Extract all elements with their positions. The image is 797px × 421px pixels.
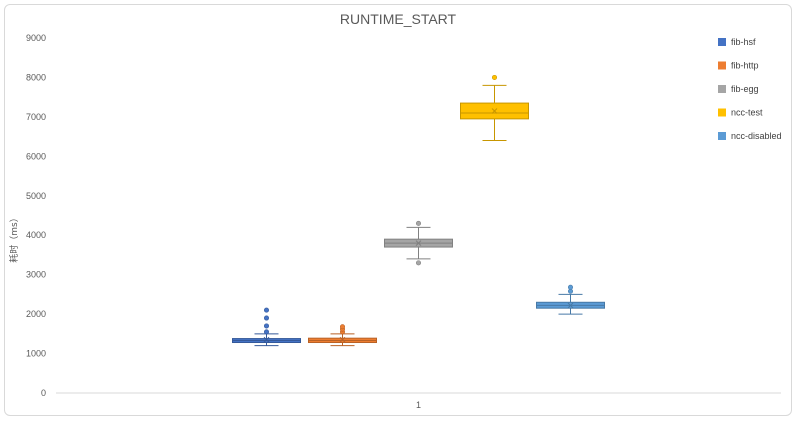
outlier-point xyxy=(263,323,269,329)
box-series-group xyxy=(232,74,605,347)
y-tick-label: 0 xyxy=(41,388,46,398)
outlier-point xyxy=(491,74,497,80)
y-tick-label: 8000 xyxy=(26,72,46,82)
legend-label: fib-egg xyxy=(731,84,759,94)
box-fib-egg xyxy=(384,220,453,266)
y-tick-label: 2000 xyxy=(26,309,46,319)
y-tick-label: 1000 xyxy=(26,349,46,359)
legend-item-fib-hsf: fib-hsf xyxy=(718,37,756,47)
outlier-point xyxy=(415,260,421,266)
legend-swatch xyxy=(718,61,726,70)
legend-label: fib-hsf xyxy=(731,37,756,47)
legend-label: ncc-test xyxy=(731,108,763,118)
outlier-point xyxy=(263,315,269,321)
outlier-point xyxy=(339,324,345,330)
legend-item-fib-egg: fib-egg xyxy=(718,84,759,94)
legend-item-ncc-disabled: ncc-disabled xyxy=(718,131,782,141)
legend-swatch xyxy=(718,85,726,93)
legend-swatch xyxy=(718,108,726,117)
y-tick-label: 5000 xyxy=(26,191,46,201)
y-tick-label: 7000 xyxy=(26,112,46,122)
mean-marker xyxy=(339,336,346,343)
outlier-point xyxy=(263,307,269,313)
chart-title: RUNTIME_START xyxy=(340,11,457,27)
legend-label: ncc-disabled xyxy=(731,131,782,141)
chart-frame xyxy=(4,4,792,416)
box-fib-http xyxy=(308,324,377,347)
y-axis-label: 耗时（ms） xyxy=(8,213,20,262)
box-ncc-disabled xyxy=(536,284,605,315)
outlier-point xyxy=(415,220,421,226)
outlier-point xyxy=(263,329,269,335)
mean-marker xyxy=(491,108,498,114)
x-tick-label: 1 xyxy=(416,400,421,410)
legend-item-ncc-test: ncc-test xyxy=(718,108,763,118)
box-fib-hsf xyxy=(232,307,301,347)
legend-swatch xyxy=(718,132,726,140)
mean-marker xyxy=(263,336,270,343)
y-tick-label: 3000 xyxy=(26,270,46,280)
legend-label: fib-http xyxy=(731,61,759,71)
y-tick-label: 6000 xyxy=(26,151,46,161)
x-axis-ticks: 1 xyxy=(416,400,421,410)
box-ncc-test xyxy=(460,74,529,142)
y-tick-label: 9000 xyxy=(26,33,46,43)
mean-marker xyxy=(415,240,422,246)
legend: fib-hsf fib-http fib-egg ncc-test ncc-disabl… xyxy=(718,37,782,141)
outlier-point xyxy=(567,284,573,290)
legend-item-fib-http: fib-http xyxy=(718,61,759,71)
y-tick-label: 4000 xyxy=(26,230,46,240)
y-axis-ticks: 0 1000 2000 3000 4000 5000 6000 7000 8000 9000 xyxy=(26,33,46,398)
mean-marker xyxy=(567,302,574,309)
legend-swatch xyxy=(718,38,726,46)
